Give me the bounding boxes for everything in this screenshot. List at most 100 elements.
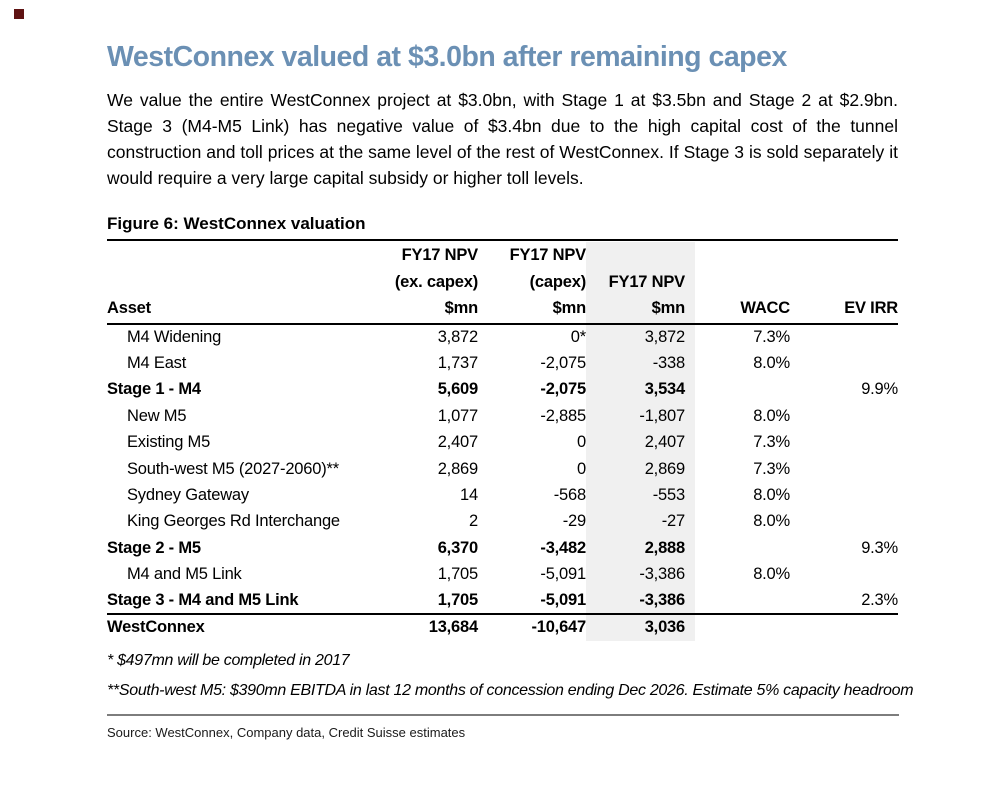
ex_capex-cell: 5,609 <box>437 380 478 399</box>
npv-cell: 3,872 <box>586 324 695 351</box>
ev_irr-cell <box>790 509 898 535</box>
header-cell <box>695 242 790 270</box>
wacc-cell <box>695 588 790 614</box>
table-row: South-west M5 (2027-2060)** 2,869 0 2,869 7.… <box>107 455 898 483</box>
ev_irr-cell <box>790 350 898 376</box>
ev_irr-cell <box>790 430 898 456</box>
header-cell: $mn <box>478 297 586 325</box>
npv-cell: -338 <box>586 350 695 377</box>
header-cell: (capex) <box>529 273 587 291</box>
wacc-cell: 8.0% <box>753 512 790 531</box>
npv-cell: -1,807 <box>586 403 695 430</box>
corner-marker <box>14 9 24 19</box>
ev_irr-cell <box>790 562 898 588</box>
wacc-cell: 8.0% <box>753 406 790 425</box>
npv-cell: 2,888 <box>586 535 695 562</box>
ev_irr-cell <box>790 482 898 508</box>
capex-cell: -10,647 <box>478 613 586 641</box>
npv-cell: -27 <box>586 508 695 536</box>
asset-cell: Existing M5 <box>127 433 211 452</box>
header-cell: (ex. capex) <box>394 273 478 291</box>
header-cell: $mn <box>586 297 695 325</box>
body-paragraph: We value the entire WestConnex project a… <box>107 90 898 188</box>
capex-cell: 0 <box>577 433 586 452</box>
wacc-cell: 8.0% <box>753 486 790 505</box>
wacc-cell <box>695 535 790 561</box>
header-cell <box>790 242 898 270</box>
wacc-cell <box>695 613 790 641</box>
capex-cell: -2,885 <box>540 406 586 425</box>
table-row: M4 and M5 Link 1,705 -5,091 -3,386 8.0% <box>107 561 898 588</box>
ex_capex-cell: 1,737 <box>437 354 478 373</box>
wacc-cell: 7.3% <box>753 459 790 478</box>
header-row: (ex. capex) (capex) FY17 NPV <box>107 270 898 297</box>
table-row: Sydney Gateway 14 -568 -553 8.0% <box>107 482 898 509</box>
capex-cell: -29 <box>562 512 586 531</box>
asset-cell: M4 Widening <box>127 328 222 347</box>
table-row: Stage 2 - M5 6,370 -3,482 2,888 9.3% <box>107 535 898 562</box>
capex-cell: -3,482 <box>540 538 586 557</box>
table-row: Existing M5 2,407 0 2,407 7.3% <box>107 429 898 456</box>
header-cell: FY17 NPV <box>401 246 479 264</box>
capex-cell: -568 <box>553 486 586 505</box>
figure-caption: Figure 6: WestConnex valuation <box>107 214 898 241</box>
capex-cell: 0 <box>577 459 586 478</box>
ex_capex-cell: 1,705 <box>437 591 478 610</box>
npv-cell: 2,869 <box>586 455 695 483</box>
ex_capex-cell: 2,407 <box>437 433 478 452</box>
header-cell: $mn <box>357 297 478 325</box>
capex-cell: -2,075 <box>540 380 586 399</box>
capex-cell: -5,091 <box>540 591 586 610</box>
asset-cell: King Georges Rd Interchange <box>127 512 340 531</box>
asset-cell: Stage 2 - M5 <box>107 538 201 557</box>
asset-cell: M4 and M5 Link <box>127 565 242 584</box>
wacc-cell: 8.0% <box>753 354 790 373</box>
npv-cell: 2,407 <box>586 429 695 456</box>
asset-cell: M4 East <box>127 354 187 373</box>
table-body: M4 Widening 3,872 0* 3,872 7.3% M4 East 1,737-… <box>107 324 898 641</box>
table-row: Stage 3 - M4 and M5 Link 1,705 -5,091 -3,38… <box>107 587 898 615</box>
ex_capex-cell: 1,705 <box>437 565 478 584</box>
ev_irr-cell <box>790 456 898 482</box>
ex_capex-cell: 2 <box>469 512 478 531</box>
source-attribution: Source: WestConnex, Company data, Credit… <box>107 725 466 740</box>
npv-cell: -3,386 <box>586 587 695 615</box>
table-row: King Georges Rd Interchange 2 -29 -27 8.0% <box>107 508 898 536</box>
header-cell <box>695 270 790 297</box>
ex_capex-cell: 3,872 <box>437 328 478 347</box>
capex-cell: -2,075 <box>540 354 586 373</box>
header-cell: Asset <box>107 297 357 325</box>
ev_irr-cell: 9.9% <box>861 380 898 399</box>
ev_irr-cell <box>790 324 898 350</box>
npv-cell: -553 <box>586 482 695 509</box>
wacc-cell <box>695 377 790 403</box>
table-row: M4 Widening 3,872 0* 3,872 7.3% <box>107 324 898 351</box>
npv-cell: 3,534 <box>586 376 695 404</box>
ex_capex-cell: 1,077 <box>437 406 478 425</box>
header-cell: FY17 NPV <box>509 246 587 264</box>
header-row: FY17 NPV FY17 NPV <box>107 242 898 270</box>
valuation-table: FY17 NPV FY17 NPV (ex. capex) (capex) FY17 N… <box>107 242 898 641</box>
ev_irr-cell: 2.3% <box>861 591 898 610</box>
ev_irr-cell <box>790 613 898 641</box>
table-row: Stage 1 - M4 5,609 -2,075 3,534 9.9% <box>107 376 898 404</box>
header-row: Asset $mn $mn $mn WACC EV IRR <box>107 297 898 325</box>
ev_irr-cell: 9.3% <box>861 538 898 557</box>
header-cell <box>790 270 898 297</box>
ex_capex-cell: 2,869 <box>437 459 478 478</box>
footnote-2: **South-west M5: $390mn EBITDA in last 1… <box>107 682 914 699</box>
ev_irr-cell <box>790 403 898 429</box>
wacc-cell: 8.0% <box>753 565 790 584</box>
ex_capex-cell: 14 <box>460 486 478 505</box>
table-row: M4 East 1,737 -2,075 -338 8.0% <box>107 350 898 377</box>
table-row: WestConnex 13,684 -10,647 3,036 <box>107 613 898 641</box>
asset-cell: WestConnex <box>107 613 357 641</box>
header-cell <box>586 242 695 270</box>
header-cell <box>107 270 357 297</box>
page-title: WestConnex valued at $3.0bn after remain… <box>107 41 787 73</box>
footnote-1: * $497mn will be completed in 2017 <box>107 652 350 669</box>
header-cell <box>107 242 357 270</box>
ex_capex-cell: 13,684 <box>357 613 478 641</box>
capex-cell: -5,091 <box>540 565 586 584</box>
